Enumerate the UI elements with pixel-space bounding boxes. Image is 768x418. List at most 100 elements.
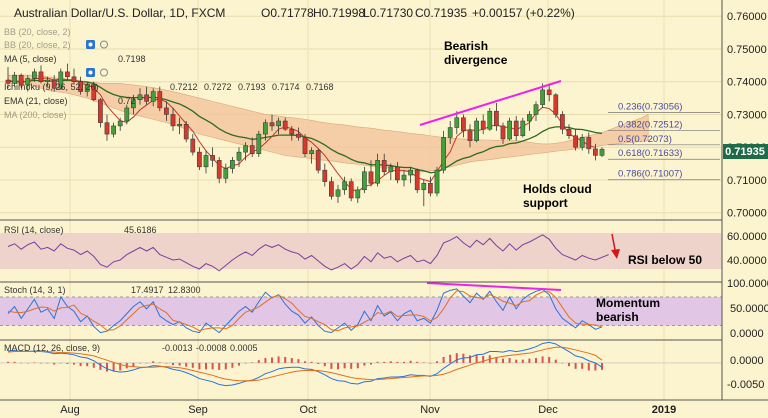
macd-histogram-bar [46,362,49,364]
macd-histogram-bar [548,356,551,363]
stoch-tick-100: 100.0000 [727,278,768,290]
macd-histogram-bar [264,358,267,363]
candle-bull [388,166,394,173]
macd-histogram-bar [7,361,9,363]
ma5-value: 0.7198 [118,54,146,64]
rsi-line [7,234,609,272]
macd-histogram-bar [271,357,273,363]
settings-icon[interactable] [100,68,108,77]
indicator-lines [0,234,722,387]
macd-legend[interactable]: MACD (12, 26, close, 9) [4,343,100,353]
macd-histogram-bar [86,362,89,367]
candle-bear [170,114,176,127]
macd-histogram-bar [132,362,135,367]
candle-bear [480,120,486,130]
candle-bear [414,169,420,191]
candle-bear [395,166,400,181]
macd-histogram-bar [139,362,141,364]
candle-bull [520,120,526,136]
candle-bear [467,130,473,141]
ohlc-open: O0.71778 [261,6,314,20]
annotation-cloud-line1: Holds cloud [523,182,592,196]
price-tick-label: 0.73000 [727,109,767,121]
stoch-tick-50: 50.0000 [730,303,768,315]
time-tick-label: Sep [188,404,208,416]
macd-histogram-bar [20,362,23,364]
ichimoku-legend[interactable]: Ichimoku (9, 26, 52, 26) [4,82,99,92]
macd-histogram-bar [482,355,485,363]
rsi-arrow-icon [611,233,620,259]
time-tick-label: Nov [420,404,440,416]
ema21-legend[interactable]: EMA (21, close) [4,96,68,106]
candle-bear [296,133,301,138]
candle-bull [32,71,37,79]
macd-histogram-bar [73,362,75,365]
time-tick-label: 2019 [652,404,676,416]
candle-bear [461,117,466,132]
candle-bear [368,171,374,184]
candle-bear [190,138,196,153]
macd-signal-line [7,346,603,382]
settings-icon[interactable] [100,40,108,49]
eye-icon[interactable] [86,68,95,77]
macd-histogram-bar [403,361,405,363]
macd-histogram-bar [350,362,353,369]
macd-histogram-bar [26,362,29,364]
candle-bear [289,128,295,135]
candle-bull [256,133,262,155]
macd-histogram-bar [40,362,42,364]
candle-bull [236,151,242,161]
macd-histogram-bar [469,355,471,363]
macd-histogram-bar [436,361,438,363]
macd-histogram-bar [429,362,432,364]
macd-histogram-bar [191,362,194,368]
rsi-legend[interactable]: RSI (14, close) [4,225,64,235]
bb-legend-2[interactable]: BB (20, close, 2) [4,40,71,50]
candle-bear [38,71,44,82]
candle-bull [203,155,209,168]
ichimoku-cloud [7,74,649,173]
macd-histogram-bar [231,362,234,368]
candle-bear [513,120,519,136]
macd-histogram-bar [508,358,511,363]
macd-histogram-bar [389,361,392,363]
stoch-k-value: 17.4917 [131,285,164,295]
macd-histogram-bar [449,354,452,363]
macd-histogram-bar [383,361,386,363]
stoch-d-line [7,290,603,332]
candle-bull [117,120,123,127]
candle-bear [18,74,24,86]
macd-histogram-bar [99,362,102,370]
divergence-trendline [419,80,562,126]
candle-bull [441,137,446,171]
candle-bear [71,76,77,82]
candle-bull [230,160,235,169]
stoch-legend[interactable]: Stoch (14, 3, 1) [4,285,66,295]
candle-bull [25,78,31,86]
candle-bull [421,182,427,191]
candle-bull [474,120,479,141]
ma5-legend[interactable]: MA (5, close) [4,54,57,64]
candle-bear [78,81,83,92]
candle-bull [355,189,361,199]
macd-histogram-bar [238,362,240,366]
candle-bull [177,124,182,127]
eye-icon[interactable] [86,40,95,49]
candlesticks [5,63,605,207]
macd-histogram-bar [541,356,544,363]
bb-legend[interactable]: BB (20, close, 2) [4,27,71,37]
candle-bull [223,168,229,179]
ma200-legend[interactable]: MA (200, close) [4,110,67,120]
stoch-k-line [7,288,603,334]
macd-tick-neg: -0.0050 [727,379,764,391]
macd-histogram-bar [119,362,122,371]
macd-histogram-bar [304,361,306,363]
candle-bear [144,94,149,102]
macd-histogram-bar [363,362,366,366]
macd-histogram-bar [59,362,62,364]
candle-bear [302,137,308,155]
fib-label: 0.786(0.71007) [618,169,682,180]
candle-bear [164,107,169,115]
annotation-bearish-line1: Bearish [444,39,488,53]
price-tick-label: 0.76000 [727,11,767,23]
